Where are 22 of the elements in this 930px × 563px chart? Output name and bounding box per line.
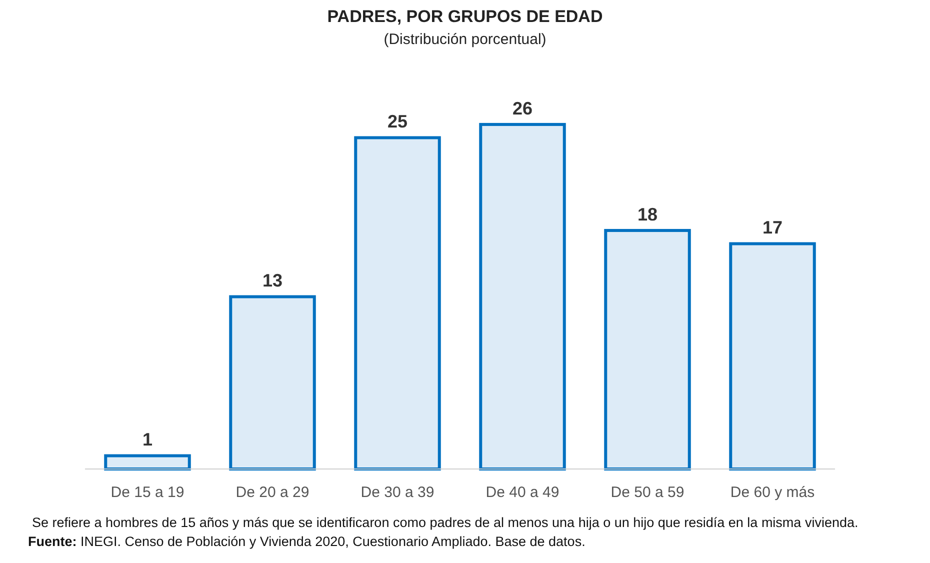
chart-title: PADRES, POR GRUPOS DE EDAD — [327, 7, 603, 26]
chart-subtitle: (Distribución porcentual) — [384, 31, 546, 48]
x-tick-label: De 30 a 39 — [360, 484, 434, 501]
x-tick-label: De 60 y más — [730, 484, 815, 501]
bar — [104, 454, 191, 470]
bar — [479, 122, 566, 470]
x-tick-label: De 50 a 59 — [610, 484, 684, 501]
data-label: 26 — [512, 98, 533, 118]
bar — [604, 228, 691, 470]
text: Se refiere a hombres de 15 años y más que se identificaron como padres de al menos una hija o un hijo que residía en la misma vivienda. — [32, 515, 858, 530]
bar — [229, 295, 316, 470]
x-tick-label: De 15 a 19 — [110, 484, 184, 501]
data-label: 1 — [142, 430, 153, 450]
data-label: 18 — [637, 204, 658, 224]
bar — [354, 136, 441, 470]
x-tick-label: De 40 a 49 — [486, 484, 560, 501]
data-label: 25 — [387, 112, 408, 132]
bar — [729, 242, 816, 470]
data-label: 17 — [762, 218, 783, 238]
data-label: 13 — [262, 270, 283, 291]
x-tick-label: De 20 a 29 — [236, 484, 310, 501]
source-note: Fuente: INEGI. Censo de Población y Vivienda 2020, Cuestionario Ampliado. Base de datos. — [28, 534, 586, 549]
